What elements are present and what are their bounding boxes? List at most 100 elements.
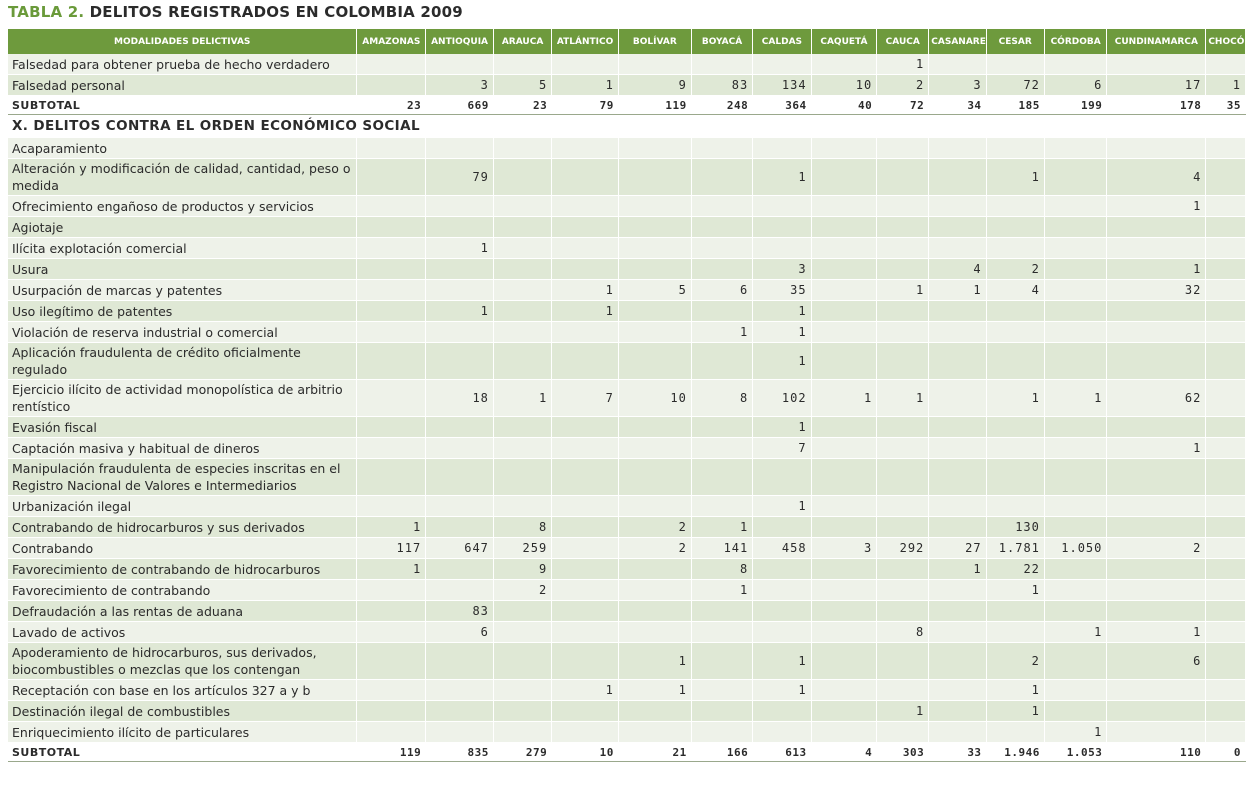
table-cell: 3 — [752, 258, 812, 280]
table-cell — [986, 416, 1045, 438]
table-cell — [493, 279, 553, 301]
table-cell — [1044, 321, 1108, 343]
table-cell — [691, 195, 754, 217]
table-row: Evasión fiscal 1 — [8, 416, 1246, 438]
table-cell: 185 — [986, 95, 1045, 115]
table-cell — [1106, 721, 1207, 743]
table-cell: 1 — [876, 54, 930, 75]
table-cell: 1 — [986, 679, 1045, 701]
table-cell — [618, 458, 692, 496]
table-cell — [356, 600, 427, 622]
table-cell — [356, 721, 427, 743]
table-cell — [1044, 237, 1108, 259]
table-cell — [928, 579, 987, 601]
table-cell: 119 — [356, 742, 427, 762]
table-cell: 178 — [1106, 95, 1207, 115]
table-cell — [356, 621, 427, 643]
table-cell — [752, 700, 812, 722]
table-cell — [1205, 516, 1246, 538]
table-cell — [752, 237, 812, 259]
row-label: Falsedad personal — [8, 74, 358, 96]
table-cell: 1 — [618, 642, 692, 680]
table-cell — [1044, 495, 1108, 517]
table-cell — [618, 342, 692, 380]
table-cell — [1044, 558, 1108, 580]
row-label: Agiotaje — [8, 216, 358, 238]
table-cell — [1044, 216, 1108, 238]
table-cell: 35 — [752, 279, 812, 301]
table-cell: 1 — [356, 558, 427, 580]
table-cell — [986, 721, 1045, 743]
table-cell — [691, 237, 754, 259]
table-number: TABLA 2. — [8, 3, 85, 21]
table-cell — [1205, 416, 1246, 438]
column-header-department: CASANARE — [928, 29, 987, 54]
table-cell — [1106, 300, 1207, 322]
table-cell: 79 — [551, 95, 619, 115]
table-cell: 166 — [691, 742, 754, 762]
table-cell: 2 — [876, 74, 930, 96]
table-cell — [1205, 342, 1246, 380]
row-label: Captación masiva y habitual de dineros — [8, 437, 358, 459]
table-cell — [1106, 495, 1207, 517]
table-row: Usura 3 4 2 1 — [8, 258, 1246, 280]
table-cell — [493, 600, 553, 622]
table-cell: 1.781 — [986, 537, 1045, 559]
table-cell — [811, 621, 878, 643]
table-cell: 1 — [752, 416, 812, 438]
table-cell: 6 — [425, 621, 494, 643]
table-cell — [493, 458, 553, 496]
table-cell: 1 — [876, 279, 930, 301]
table-cell: 40 — [811, 95, 878, 115]
table-cell — [691, 621, 754, 643]
table-cell: 4 — [1106, 158, 1207, 196]
table-cell: 1 — [618, 679, 692, 701]
table-cell — [493, 54, 553, 75]
row-label: Ejercicio ilícito de actividad monopolís… — [8, 379, 358, 417]
table-cell — [356, 216, 427, 238]
table-cell: 1 — [1106, 437, 1207, 459]
table-row: Defraudación a las rentas de aduana 83 — [8, 600, 1246, 622]
row-label: Urbanización ilegal — [8, 495, 358, 517]
table-cell — [691, 679, 754, 701]
table-cell — [876, 216, 930, 238]
table-cell — [986, 195, 1045, 217]
table-cell: 9 — [493, 558, 553, 580]
row-label: Uso ilegítimo de patentes — [8, 300, 358, 322]
table-cell — [1205, 721, 1246, 743]
table-cell — [1205, 379, 1246, 417]
table-cell: 17 — [1106, 74, 1207, 96]
table-cell: 292 — [876, 537, 930, 559]
table-cell: 83 — [425, 600, 494, 622]
table-cell — [493, 721, 553, 743]
table-cell — [1205, 321, 1246, 343]
table-cell — [618, 321, 692, 343]
table-cell — [928, 600, 987, 622]
table-cell: 72 — [876, 95, 930, 115]
crimes-table: MODALIDADES DELICTIVAS AMAZONAS ANTIOQUIA A… — [8, 29, 1246, 762]
table-cell — [1205, 437, 1246, 459]
table-cell: 2 — [493, 579, 553, 601]
table-cell: 1 — [1106, 195, 1207, 217]
row-label: Favorecimiento de contrabando — [8, 579, 358, 601]
table-cell — [1205, 300, 1246, 322]
table-cell: 3 — [425, 74, 494, 96]
column-header-department: CAQUETÁ — [811, 29, 878, 54]
column-header-department: CAUCA — [876, 29, 930, 54]
table-cell — [691, 416, 754, 438]
table-cell — [551, 342, 619, 380]
table-cell — [928, 621, 987, 643]
table-cell — [1205, 158, 1246, 196]
table-cell: 119 — [618, 95, 692, 115]
table-cell — [876, 137, 930, 159]
table-cell: 8 — [691, 379, 754, 417]
table-cell — [752, 54, 812, 75]
table-row: Agiotaje — [8, 216, 1246, 238]
table-cell — [876, 195, 930, 217]
table-cell: 1 — [493, 379, 553, 417]
table-cell — [811, 342, 878, 380]
table-row: Contrabando de hidrocarburos y sus deriv… — [8, 516, 1246, 538]
table-cell — [691, 137, 754, 159]
table-cell: 199 — [1044, 95, 1108, 115]
table-cell — [551, 700, 619, 722]
